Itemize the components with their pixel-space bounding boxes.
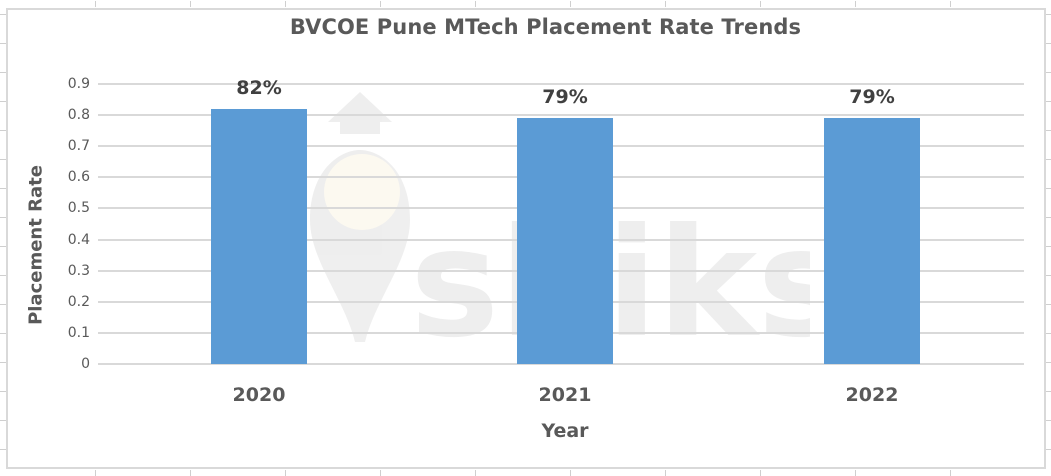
sheet-tick [760, 1, 761, 7]
y-axis-label: Placement Rate [25, 165, 47, 325]
y-tick-label: 0 [81, 356, 90, 372]
y-tick-label: 0.2 [67, 293, 90, 310]
sheet-tick [0, 72, 6, 73]
y-tick-label: 0.7 [67, 138, 90, 155]
chart-title: BVCOE Pune MTech Placement Rate Trends [289, 15, 802, 39]
sheet-tick [0, 217, 6, 218]
sheet-tick [190, 1, 191, 7]
y-tick-label: 0.9 [67, 76, 90, 92]
sheet-tick [1046, 130, 1051, 131]
chart-frame [6, 8, 1046, 469]
sheet-tick [475, 1, 476, 7]
sheet-tick [0, 101, 6, 102]
y-tick-label: 0.1 [67, 324, 90, 341]
sheet-tick [190, 470, 191, 476]
sheet-tick [1046, 449, 1051, 450]
y-tick-label: 0.5 [67, 200, 90, 217]
sheet-tick [0, 449, 6, 450]
sheet-tick [0, 304, 6, 305]
sheet-tick [0, 275, 6, 276]
sheet-tick [1046, 101, 1051, 102]
sheet-tick [570, 1, 571, 7]
sheet-tick [665, 470, 666, 476]
y-tick-label: 0.3 [67, 262, 90, 279]
sheet-tick [0, 246, 6, 247]
gridline [98, 83, 1024, 85]
sheet-tick [855, 1, 856, 7]
sheet-tick [95, 470, 96, 476]
sheet-tick [0, 159, 6, 160]
sheet-tick [1046, 391, 1051, 392]
sheet-tick [285, 470, 286, 476]
sheet-tick [0, 333, 6, 334]
x-tick-label: 2020 [232, 384, 286, 406]
sheet-tick [1046, 43, 1051, 44]
sheet-tick [380, 470, 381, 476]
x-axis-label: Year [541, 420, 589, 442]
sheet-tick [950, 1, 951, 7]
sheet-tick [475, 470, 476, 476]
sheet-tick [1046, 217, 1051, 218]
sheet-tick [1046, 275, 1051, 276]
data-label: 79% [542, 86, 588, 109]
gridline [98, 363, 1024, 365]
sheet-tick [0, 130, 6, 131]
sheet-tick [1046, 420, 1051, 421]
x-tick-label: 2021 [538, 384, 592, 406]
sheet-tick [1046, 188, 1051, 189]
sheet-tick [0, 362, 6, 363]
x-tick-label: 2022 [845, 384, 899, 406]
sheet-tick [0, 14, 6, 15]
y-tick-label: 0.8 [67, 107, 90, 124]
data-label: 79% [849, 86, 895, 109]
sheet-tick [1046, 304, 1051, 305]
sheet-tick [0, 43, 6, 44]
sheet-tick [570, 470, 571, 476]
data-label: 82% [236, 76, 282, 99]
sheet-tick [0, 391, 6, 392]
sheet-tick [760, 470, 761, 476]
sheet-tick [0, 420, 6, 421]
sheet-tick [1046, 14, 1051, 15]
sheet-tick [95, 1, 96, 7]
bar-2020 [211, 108, 307, 364]
sheet-tick [1046, 362, 1051, 363]
sheet-tick [1046, 333, 1051, 334]
sheet-tick [1046, 72, 1051, 73]
sheet-tick [950, 470, 951, 476]
y-tick-label: 0.6 [67, 169, 90, 186]
sheet-tick [665, 1, 666, 7]
bar-2021 [517, 118, 613, 364]
bar-2022 [824, 118, 920, 364]
gridline [98, 114, 1024, 117]
sheet-tick [1046, 159, 1051, 160]
sheet-tick [285, 1, 286, 7]
y-tick-label: 0.4 [67, 231, 90, 248]
sheet-tick [380, 1, 381, 7]
sheet-tick [0, 188, 6, 189]
sheet-tick [855, 470, 856, 476]
sheet-tick [1046, 246, 1051, 247]
